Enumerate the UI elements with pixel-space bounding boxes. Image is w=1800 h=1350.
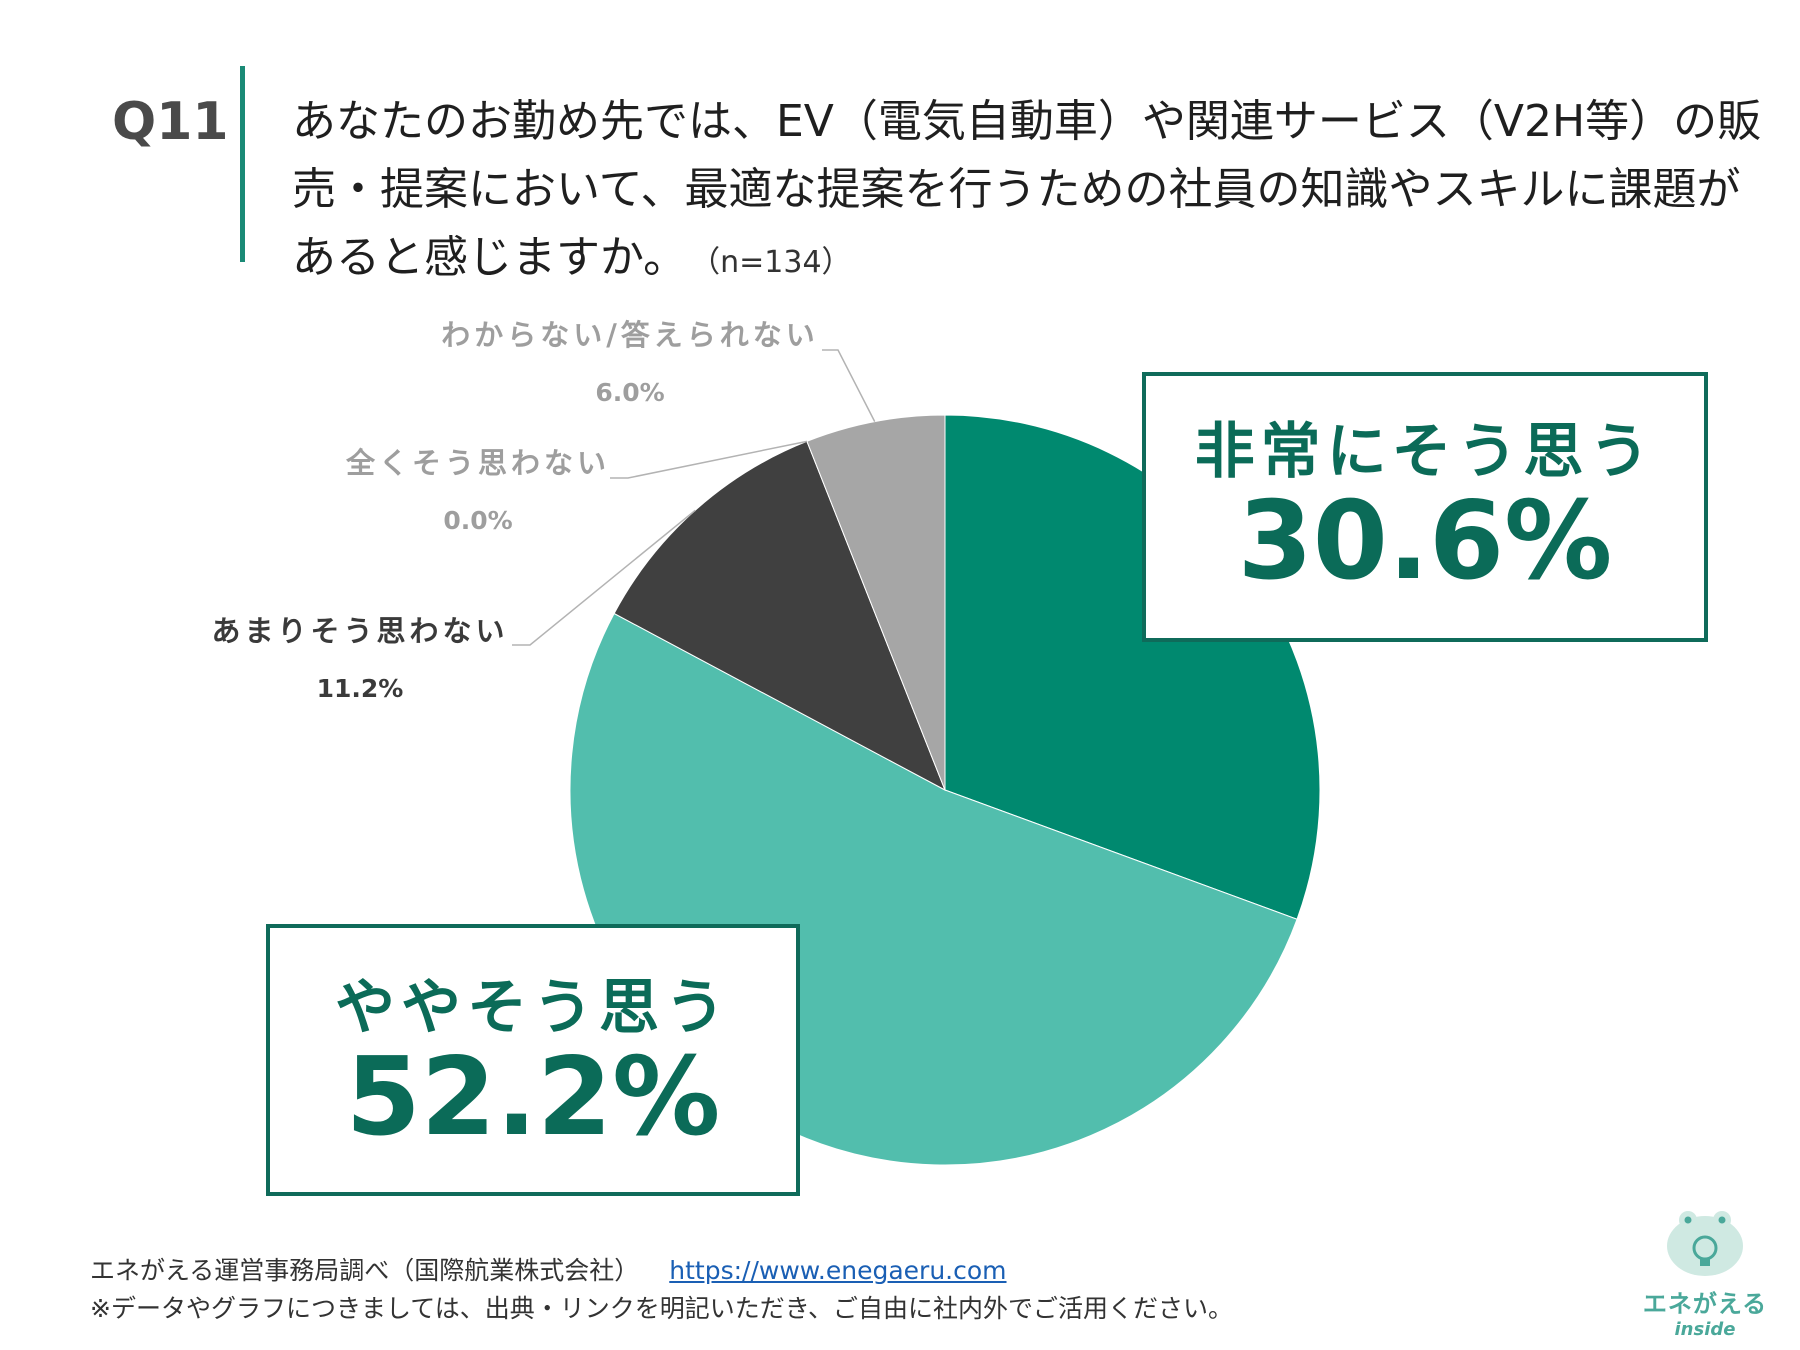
logo-sub: inside xyxy=(1674,1319,1736,1340)
pie-slices xyxy=(569,414,1321,1166)
enegaeru-logo: エネがえる inside xyxy=(1640,1200,1770,1340)
question-divider xyxy=(240,66,245,262)
logo-name: エネがえる xyxy=(1642,1290,1768,1318)
callout-somewhat-agree: ややそう思う 52.2% xyxy=(266,924,800,1196)
slice-dont-know xyxy=(806,414,946,791)
callout-strongly-agree: 非常にそう思う 30.6% xyxy=(1142,372,1708,642)
slice-label-dont-know-value: 6.0% xyxy=(595,378,665,407)
callout-strongly-agree-label: 非常にそう思う xyxy=(1194,417,1656,487)
sample-size: （n=134） xyxy=(705,245,852,280)
leader-somewhat-disagree xyxy=(512,509,696,646)
slice-label-strongly-disagree: 全くそう思わない 0.0% xyxy=(318,440,638,535)
question-text-block: あなたのお勤め先では、EV（電気自動車）や関連サービス（V2H等）の販売・提案に… xyxy=(292,88,1772,297)
callout-somewhat-agree-value: 52.2% xyxy=(345,1035,721,1160)
question-text: あなたのお勤め先では、EV（電気自動車）や関連サービス（V2H等）の販売・提案に… xyxy=(292,96,1762,283)
footer: エネがえる運営事務局調べ（国際航業株式会社） https://www.enegae… xyxy=(90,1252,1233,1328)
slice-label-strongly-disagree-value: 0.0% xyxy=(443,506,513,535)
leader-lines xyxy=(512,349,876,646)
frog-lightbulb-icon xyxy=(1667,1211,1743,1276)
leader-dont-know xyxy=(822,349,876,422)
slice-label-somewhat-disagree: あまりそう思わない 11.2% xyxy=(190,608,530,703)
callout-somewhat-agree-label: ややそう思う xyxy=(335,973,731,1043)
footer-url-link[interactable]: https://www.enegaeru.com xyxy=(669,1256,1007,1285)
slice-label-somewhat-disagree-name: あまりそう思わない xyxy=(211,614,509,648)
callout-strongly-agree-value: 30.6% xyxy=(1237,479,1613,604)
footer-note: ※データやグラフにつきましては、出典・リンクを明記いただき、ご自由に社内外でご活… xyxy=(90,1294,1233,1323)
leader-strongly-disagree xyxy=(610,440,808,479)
slice-label-somewhat-disagree-value: 11.2% xyxy=(316,674,404,703)
slice-label-dont-know: わからない/答えられない 6.0% xyxy=(420,312,840,407)
footer-source-line: エネがえる運営事務局調べ（国際航業株式会社） https://www.enegae… xyxy=(90,1252,1233,1290)
footer-source: エネがえる運営事務局調べ（国際航業株式会社） xyxy=(90,1256,640,1285)
question-number: Q11 xyxy=(112,92,229,152)
slice-somewhat-disagree xyxy=(613,440,946,792)
slice-label-dont-know-name: わからない/答えられない xyxy=(441,318,819,352)
slice-label-strongly-disagree-name: 全くそう思わない xyxy=(345,446,610,480)
